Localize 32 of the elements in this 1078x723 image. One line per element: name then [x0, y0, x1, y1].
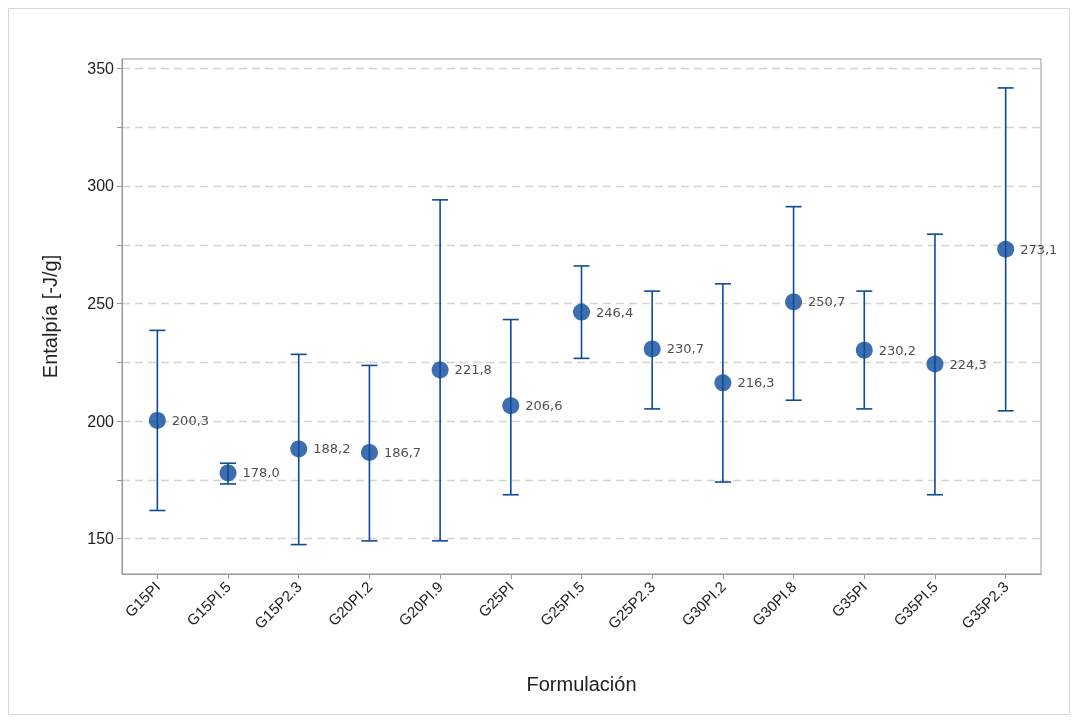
y-tick-label: 200: [87, 412, 115, 430]
y-tick-label: 250: [87, 295, 115, 313]
data-label: 200,3: [171, 412, 210, 428]
data-label: 273,1: [1020, 241, 1058, 257]
point: [714, 374, 732, 392]
point: [290, 440, 308, 458]
point: [431, 361, 449, 379]
data-label: 186,7: [383, 444, 422, 460]
point: [360, 443, 378, 461]
y-tick-label: 150: [87, 530, 115, 548]
data-label: 206,6: [525, 398, 563, 414]
point: [502, 397, 520, 415]
x-axis-title: Formulación: [526, 673, 637, 695]
point: [926, 355, 944, 373]
point: [785, 293, 803, 311]
y-tick-label: 350: [87, 59, 115, 77]
data-label: 221,8: [454, 362, 492, 378]
data-label: 224,3: [949, 356, 987, 372]
point: [573, 303, 590, 321]
data-label: 246,4: [596, 304, 634, 320]
data-label: 188,2: [313, 441, 351, 457]
point: [855, 341, 873, 359]
y-tick-label: 300: [87, 177, 115, 195]
data-label: 250,7: [808, 294, 846, 310]
point: [148, 411, 166, 429]
point: [997, 240, 1015, 258]
data-label: 216,3: [737, 375, 775, 391]
data-label: 178,0: [242, 465, 280, 481]
data-label: 230,2: [878, 342, 916, 358]
y-axis-title: Entalpía [-J/g]: [39, 254, 61, 379]
data-label: 230,7: [666, 341, 704, 357]
point: [643, 340, 661, 358]
